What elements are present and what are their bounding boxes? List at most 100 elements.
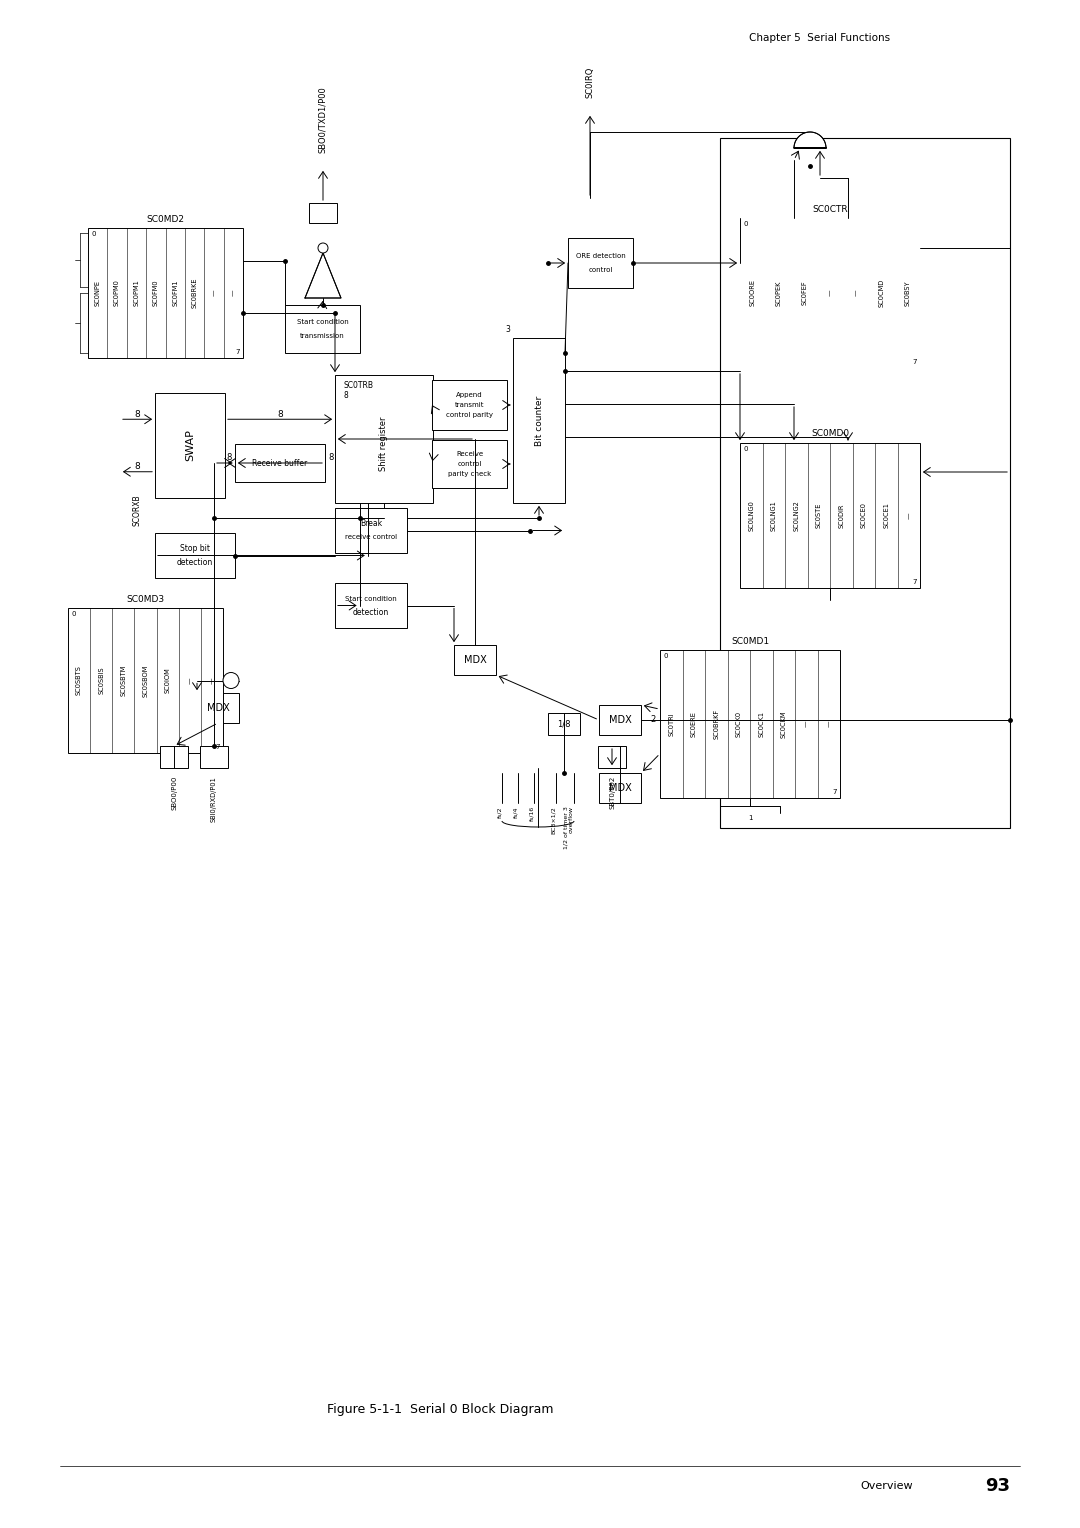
Bar	[740, 219, 920, 368]
Bar	[335, 374, 433, 503]
Text: SC0IOM: SC0IOM	[164, 668, 171, 694]
Text: SC0MD2: SC0MD2	[147, 214, 185, 223]
Text: SC0IRQ: SC0IRQ	[585, 67, 594, 98]
Bar	[197, 694, 239, 723]
Text: 0: 0	[71, 611, 76, 617]
Text: ORE detection: ORE detection	[576, 252, 625, 258]
Text: MDX: MDX	[206, 703, 229, 714]
Text: 8: 8	[227, 454, 232, 463]
Text: SC0BRKE: SC0BRKE	[191, 278, 198, 309]
Bar	[335, 507, 407, 553]
Text: SC0FM0: SC0FM0	[152, 280, 159, 306]
Bar	[68, 608, 222, 753]
Text: SC0CTR: SC0CTR	[812, 205, 848, 214]
Text: Break: Break	[360, 520, 382, 529]
Text: SBO0/P00: SBO0/P00	[171, 776, 177, 810]
Text: SC0PM0: SC0PM0	[114, 280, 120, 307]
Text: transmit: transmit	[455, 402, 484, 408]
Text: Stop bit: Stop bit	[180, 544, 210, 553]
Bar	[200, 746, 228, 769]
Text: 2: 2	[650, 715, 656, 724]
Bar	[235, 445, 325, 481]
Circle shape	[222, 672, 239, 689]
Text: SC0MD1: SC0MD1	[731, 637, 769, 645]
Text: SC0LNG0: SC0LNG0	[748, 500, 754, 530]
Text: SC0TRI: SC0TRI	[669, 712, 674, 736]
Text: Chapter 5  Serial Functions: Chapter 5 Serial Functions	[750, 34, 891, 43]
Bar	[160, 746, 188, 769]
Text: SC0SBTS: SC0SBTS	[76, 666, 82, 695]
Text: SC0LNG1: SC0LNG1	[771, 500, 777, 530]
Bar	[454, 645, 496, 675]
Text: MDX: MDX	[609, 782, 632, 793]
Text: parity check: parity check	[448, 471, 491, 477]
Bar	[720, 138, 1010, 828]
Bar	[432, 380, 507, 429]
Bar	[309, 203, 337, 223]
Text: 8: 8	[134, 463, 140, 471]
Text: SC0FM1: SC0FM1	[172, 280, 178, 306]
Bar	[660, 649, 840, 798]
Text: fs/4: fs/4	[513, 805, 518, 817]
Polygon shape	[794, 131, 826, 148]
Text: 8: 8	[278, 410, 283, 419]
Text: fs/16: fs/16	[529, 805, 534, 821]
Text: Shift register: Shift register	[379, 417, 389, 471]
Text: SC0PEK: SC0PEK	[775, 280, 782, 306]
Text: SC0BRKF: SC0BRKF	[713, 709, 719, 740]
Text: SC0ERE: SC0ERE	[691, 711, 697, 736]
Bar	[156, 393, 225, 498]
Bar	[285, 306, 360, 353]
Text: SC0CKM: SC0CKM	[781, 711, 786, 738]
Text: —: —	[208, 677, 215, 685]
Text: control parity: control parity	[446, 413, 492, 419]
Bar	[335, 584, 407, 628]
Text: MDX: MDX	[609, 715, 632, 724]
Text: 7: 7	[235, 348, 240, 354]
Text: control: control	[457, 461, 482, 468]
Text: 7: 7	[833, 788, 837, 795]
Text: transmission: transmission	[300, 333, 345, 339]
Circle shape	[318, 243, 328, 254]
Text: —: —	[230, 290, 237, 296]
Text: SC0TRB: SC0TRB	[343, 380, 373, 390]
Text: —: —	[853, 290, 859, 296]
Text: detection: detection	[353, 608, 389, 617]
Bar	[598, 746, 626, 769]
Text: SBO0/TXD1/P00: SBO0/TXD1/P00	[319, 86, 327, 153]
Text: SC0CK1: SC0CK1	[758, 711, 765, 736]
Text: SC0CE0: SC0CE0	[861, 503, 867, 529]
Text: SC0SBTM: SC0SBTM	[120, 665, 126, 697]
Text: Figure 5-1-1  Serial 0 Block Diagram: Figure 5-1-1 Serial 0 Block Diagram	[327, 1404, 553, 1416]
Text: 7: 7	[216, 744, 220, 750]
Text: SBI0/RXD/P01: SBI0/RXD/P01	[211, 776, 217, 822]
Text: SC0MD0: SC0MD0	[811, 429, 849, 439]
Text: 7: 7	[913, 579, 917, 585]
Text: —: —	[804, 721, 809, 727]
Text: SC0NPE: SC0NPE	[95, 280, 100, 306]
Bar	[548, 714, 580, 735]
Text: 93: 93	[985, 1478, 1010, 1494]
Text: 1: 1	[747, 814, 753, 821]
Text: SC0CMD: SC0CMD	[878, 280, 885, 307]
Bar	[740, 443, 920, 588]
Text: Receive buffer: Receive buffer	[253, 458, 308, 468]
Text: SC0ORE: SC0ORE	[750, 280, 756, 307]
Bar	[599, 704, 642, 735]
Text: 0: 0	[743, 222, 747, 228]
Text: Overview: Overview	[860, 1481, 913, 1491]
Text: SC0PM1: SC0PM1	[134, 280, 139, 307]
Text: SWAP: SWAP	[185, 429, 195, 461]
Text: 7: 7	[913, 359, 917, 365]
Text: SC0BSY: SC0BSY	[904, 280, 910, 306]
Text: Bit counter: Bit counter	[535, 396, 543, 446]
Text: —: —	[827, 290, 833, 296]
Bar	[156, 533, 235, 578]
Text: 3: 3	[505, 325, 510, 335]
Text: 1/2 of timer 3
overflow: 1/2 of timer 3 overflow	[563, 805, 573, 850]
Text: receive control: receive control	[345, 535, 397, 541]
Text: SBT0/P02: SBT0/P02	[609, 776, 615, 810]
Text: SCORXB: SCORXB	[133, 494, 141, 526]
Text: Start condition: Start condition	[297, 319, 349, 325]
Text: SC0FEF: SC0FEF	[801, 281, 807, 306]
